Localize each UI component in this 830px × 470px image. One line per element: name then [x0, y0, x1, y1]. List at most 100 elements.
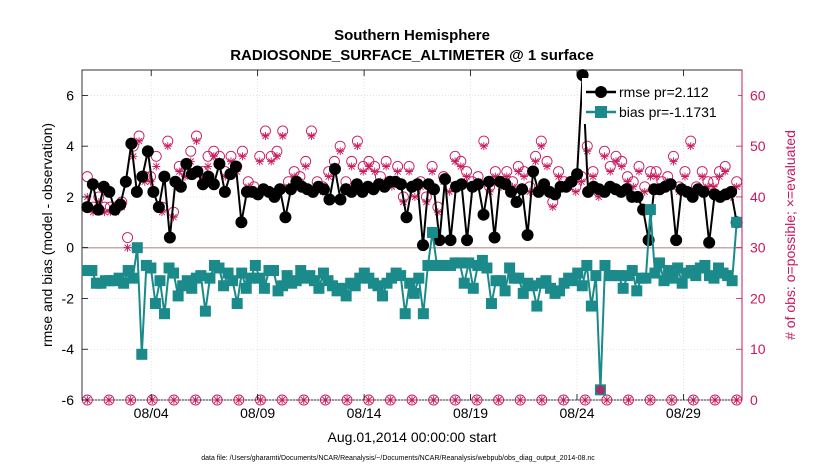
bias-point: [254, 272, 266, 284]
obs-zero-evaluated-stroke: [322, 396, 329, 404]
obs-evaluated-stroke: [227, 158, 235, 165]
obs-zero-possible-marker: [406, 394, 418, 406]
obs-evaluated-marker: [680, 172, 689, 181]
bias-point: [540, 275, 552, 287]
bias-point: [340, 290, 352, 302]
x-tick-label: 08/04: [134, 405, 169, 421]
rmse-point: [472, 178, 485, 191]
obs-evaluated-marker: [698, 172, 707, 181]
y-tick-label-left: -6: [62, 392, 75, 408]
obs-evaluated-stroke: [589, 173, 597, 180]
obs-evaluated-stroke: [428, 168, 436, 175]
obs-evaluated-marker: [732, 182, 741, 191]
bias-point: [290, 275, 302, 287]
obs-evaluated-stroke: [405, 168, 413, 175]
y-tick-label-left: 0: [66, 240, 74, 256]
bias-point: [281, 270, 293, 282]
bias-point: [199, 305, 211, 317]
bias-point: [476, 254, 488, 266]
obs-zero-evaluated-marker: [494, 396, 503, 404]
rmse-point: [461, 234, 474, 247]
obs-possible-marker: [150, 150, 162, 162]
obs-evaluated-marker: [272, 152, 281, 161]
obs-evaluated-marker: [267, 157, 276, 166]
obs-evaluated-stroke: [457, 163, 465, 170]
obs-zero-possible-marker: [471, 394, 483, 406]
y-tick-label-right: 60: [750, 87, 766, 103]
obs-evaluated-marker: [451, 157, 460, 166]
obs-zero-evaluated-marker: [667, 396, 676, 404]
rmse-point: [152, 201, 165, 214]
obs-evaluated-stroke: [514, 168, 522, 175]
obs-evaluated-marker: [612, 157, 621, 166]
rmse-point: [428, 183, 441, 196]
bias-point: [118, 277, 130, 289]
rmse-point: [477, 208, 490, 221]
obs-evaluated-stroke: [267, 158, 275, 165]
obs-evaluated-stroke: [371, 168, 378, 175]
obs-evaluated-marker: [203, 162, 212, 171]
bias-point: [86, 265, 98, 277]
x-axis: 08/04 08/09 08/14 08/19 08/24 08/29: [134, 70, 701, 421]
obs-evaluated-marker: [537, 142, 546, 151]
rmse-point: [664, 178, 677, 191]
rmse-point: [125, 137, 138, 150]
bias-point: [258, 282, 270, 294]
bias-point: [667, 272, 679, 284]
obs-zero-evaluated-marker: [646, 396, 655, 404]
obs-zero-evaluated-stroke: [646, 396, 654, 404]
obs-evaluated-stroke: [256, 158, 264, 165]
bias-point: [708, 272, 720, 284]
obs-evaluated-stroke: [647, 173, 654, 180]
bias-point: [676, 277, 688, 289]
bias-point: [690, 270, 702, 282]
bias-point: [726, 275, 738, 287]
legend-bias-label: bias pr=-1.1731: [619, 104, 717, 120]
obs-evaluated-stroke: [578, 178, 585, 186]
obs-evaluated-stroke: [273, 152, 281, 160]
bias-point: [499, 285, 511, 297]
obs-evaluated-stroke: [543, 163, 551, 170]
obs-zero-evaluated-stroke: [690, 396, 697, 404]
obs-evaluated-stroke: [279, 132, 287, 140]
obs-evaluated-marker: [669, 157, 678, 166]
rmse-point: [130, 185, 143, 198]
obs-zero-evaluated-stroke: [560, 396, 567, 404]
obs-zero-evaluated-stroke: [430, 396, 437, 404]
rmse-point: [147, 185, 160, 198]
obs-possible-marker: [81, 171, 93, 183]
obs-zero-evaluated-stroke: [408, 396, 416, 404]
rmse-point: [444, 234, 457, 247]
obs-evaluated-stroke: [411, 193, 419, 201]
obs-zero-evaluated-stroke: [365, 396, 373, 404]
bias-point: [308, 275, 320, 287]
obs-zero-evaluated-marker: [516, 396, 525, 404]
rmse-point: [439, 173, 452, 186]
obs-possible-marker: [122, 232, 133, 243]
obs-evaluated-marker: [370, 167, 379, 176]
obs-evaluated-stroke: [210, 152, 218, 160]
bias-point: [653, 257, 665, 269]
obs-evaluated-stroke: [652, 173, 660, 180]
obs-evaluated-stroke: [710, 183, 718, 191]
obs-evaluated-marker: [410, 192, 419, 201]
obs-evaluated-stroke: [537, 142, 545, 150]
obs-zero-possible-marker: [428, 394, 440, 406]
bias-point: [213, 262, 225, 274]
obs-evaluated-stroke: [359, 168, 367, 175]
obs-evaluated-marker: [347, 162, 356, 171]
bias-point: [640, 272, 652, 284]
obs-evaluated-marker: [192, 137, 201, 146]
bias-point: [204, 272, 216, 284]
obs-evaluated-marker: [364, 162, 373, 171]
bias-point: [554, 285, 566, 297]
bias-point: [481, 262, 493, 274]
obs-evaluated-stroke: [555, 173, 562, 180]
rmse-point: [488, 231, 501, 244]
bias-point: [413, 272, 425, 284]
bias-point: [517, 287, 529, 299]
obs-zero-possible-marker: [579, 394, 591, 406]
bias-point: [249, 259, 261, 271]
rmse-point: [394, 178, 407, 191]
rmse-point: [328, 163, 341, 175]
